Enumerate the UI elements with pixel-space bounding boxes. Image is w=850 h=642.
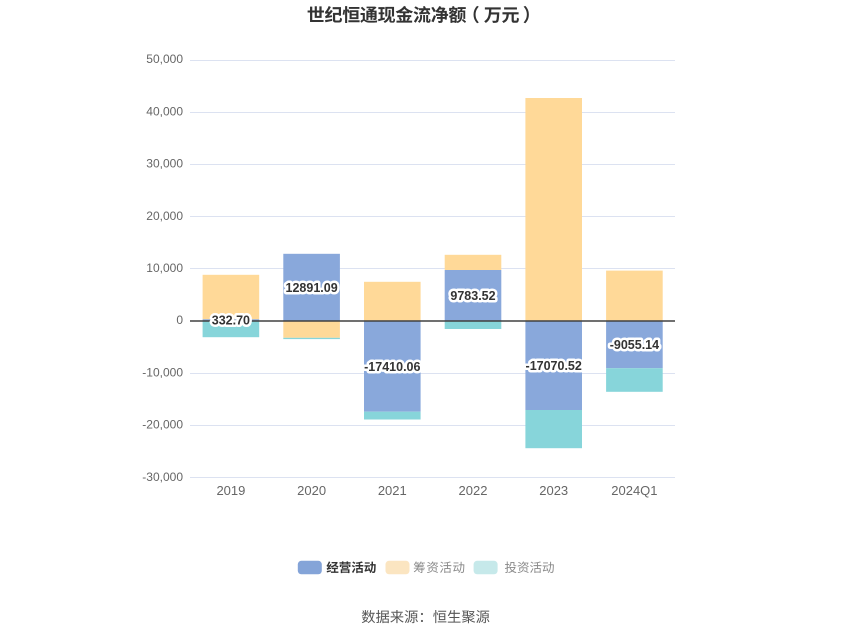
- svg-text:0: 0: [176, 313, 183, 327]
- svg-text:30,000: 30,000: [146, 157, 183, 171]
- svg-text:-20,000: -20,000: [142, 418, 183, 432]
- svg-text:10,000: 10,000: [146, 261, 183, 275]
- svg-text:2019: 2019: [216, 483, 245, 498]
- svg-text:-17410.06: -17410.06: [364, 360, 420, 374]
- svg-text:-10,000: -10,000: [142, 365, 183, 379]
- svg-text:332.70: 332.70: [212, 314, 250, 328]
- svg-text:2023: 2023: [539, 483, 568, 498]
- svg-text:50,000: 50,000: [146, 52, 183, 66]
- svg-text:2020: 2020: [297, 483, 326, 498]
- svg-text:2022: 2022: [459, 483, 488, 498]
- svg-text:2021: 2021: [378, 483, 407, 498]
- svg-text:2024Q1: 2024Q1: [611, 483, 657, 498]
- svg-text:-30,000: -30,000: [142, 470, 183, 484]
- svg-text:-9055.14: -9055.14: [610, 338, 659, 352]
- svg-text:12891.09: 12891.09: [286, 281, 338, 295]
- svg-text:40,000: 40,000: [146, 104, 183, 118]
- svg-text:-17070.52: -17070.52: [526, 359, 582, 373]
- svg-text:9783.52: 9783.52: [450, 289, 495, 303]
- svg-text:20,000: 20,000: [146, 209, 183, 223]
